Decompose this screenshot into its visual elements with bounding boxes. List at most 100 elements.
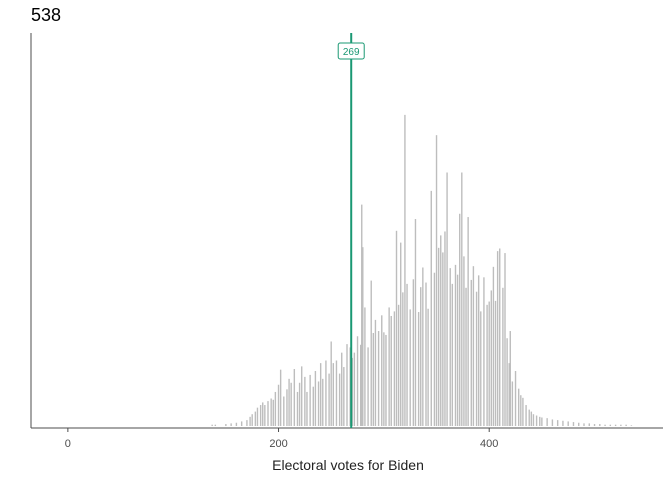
histogram-bar (225, 424, 227, 426)
histogram-bar (409, 309, 411, 426)
histogram-bar (381, 315, 383, 426)
histogram-bar (414, 219, 417, 426)
histogram-bar (459, 213, 461, 426)
histogram-bar (472, 266, 475, 426)
histogram-bar (351, 357, 353, 426)
histogram-bar (312, 386, 314, 426)
histogram-bar (420, 287, 422, 426)
histogram-bar (514, 370, 517, 426)
histogram-bar (330, 341, 332, 426)
histogram-bar (322, 378, 324, 426)
histogram-bar (583, 423, 585, 426)
histogram-bar (304, 376, 306, 427)
histogram-bar (306, 391, 308, 426)
histogram-bar (235, 422, 238, 426)
histogram-bar (262, 402, 264, 426)
histogram-bar (456, 274, 459, 426)
histogram-bar (249, 416, 251, 426)
histogram-bar (511, 381, 514, 426)
histogram-bar (211, 424, 213, 426)
histogram-bar (509, 331, 511, 426)
histogram-bar (437, 247, 440, 426)
histogram-bar (483, 277, 485, 426)
histogram-bar (417, 312, 420, 426)
histogram-bar (477, 275, 480, 426)
histogram-bar (625, 424, 627, 426)
reference-label-box (337, 42, 365, 60)
histogram-bar (556, 420, 559, 426)
histogram-bar (486, 304, 488, 426)
histogram-bar (444, 231, 446, 426)
x-ticks-group: 0 200 400 (65, 428, 498, 450)
chart-title: 538 (31, 5, 62, 25)
histogram-bar (506, 338, 508, 426)
histogram-bar (277, 384, 280, 426)
x-axis-label: Electoral votes for Biden (272, 457, 424, 473)
histogram-bar (251, 414, 253, 426)
histogram-bar (270, 398, 272, 426)
histogram-bar (402, 292, 404, 426)
histogram-bar (422, 267, 424, 426)
histogram-bar (335, 360, 338, 426)
histogram-bar (319, 363, 322, 426)
histogram-bar (383, 332, 385, 426)
histogram-bar (264, 405, 266, 426)
histogram-bar (470, 279, 472, 426)
histogram-bar (508, 363, 510, 426)
histogram-bar (361, 204, 363, 426)
histogram-bar (388, 307, 390, 426)
histogram-bar (290, 382, 292, 426)
histogram-bar (530, 411, 533, 426)
histogram-bar (293, 369, 296, 426)
histogram-bar (230, 423, 232, 426)
histogram-bar (461, 172, 463, 426)
histogram-bar (427, 308, 429, 426)
x-tick-label: 400 (480, 438, 498, 450)
histogram-bar (480, 311, 482, 427)
histogram-bar (609, 424, 612, 426)
x-tick-label: 0 (65, 438, 71, 450)
histogram-bar (502, 287, 504, 426)
histogram-bar (359, 344, 362, 426)
bars-group (211, 114, 633, 427)
histogram-bar (364, 307, 366, 426)
histogram-bar (279, 369, 282, 426)
histogram-bar (412, 279, 415, 426)
histogram-bar (492, 266, 495, 426)
histogram-bar (314, 370, 317, 426)
histogram-bar (535, 415, 538, 426)
histogram-bar (240, 421, 243, 426)
histogram-bar (463, 256, 465, 426)
histogram-bar (254, 411, 257, 426)
histogram-bar (397, 304, 400, 426)
histogram-bar (425, 282, 427, 426)
histogram-bar (283, 396, 285, 426)
histogram-bar (551, 419, 554, 426)
histogram-bar (599, 424, 601, 426)
histogram-bar (390, 315, 392, 426)
histogram-bar (433, 272, 436, 426)
histogram-bar (614, 424, 617, 426)
histogram-bar (522, 397, 524, 426)
histogram-bar (367, 347, 369, 426)
histogram-bar (338, 373, 341, 426)
histogram-bar (490, 290, 493, 426)
histogram-bar (400, 242, 402, 426)
histogram-bar (259, 405, 262, 426)
histogram-bar (630, 425, 633, 426)
histogram-bar (496, 251, 499, 426)
histogram-bar (578, 422, 580, 426)
histogram-bar (301, 366, 303, 426)
reference-label: 269 (343, 47, 360, 58)
histogram-bar (267, 401, 269, 426)
histogram-bar (593, 424, 596, 426)
histogram-bar (488, 301, 490, 426)
histogram-bar (288, 378, 290, 426)
histogram-bar (520, 395, 522, 426)
histogram-bar (442, 252, 444, 426)
histogram-bar (332, 363, 335, 426)
histogram-bar (449, 268, 451, 426)
histogram-bar (298, 382, 301, 426)
histogram-bar (274, 391, 277, 426)
